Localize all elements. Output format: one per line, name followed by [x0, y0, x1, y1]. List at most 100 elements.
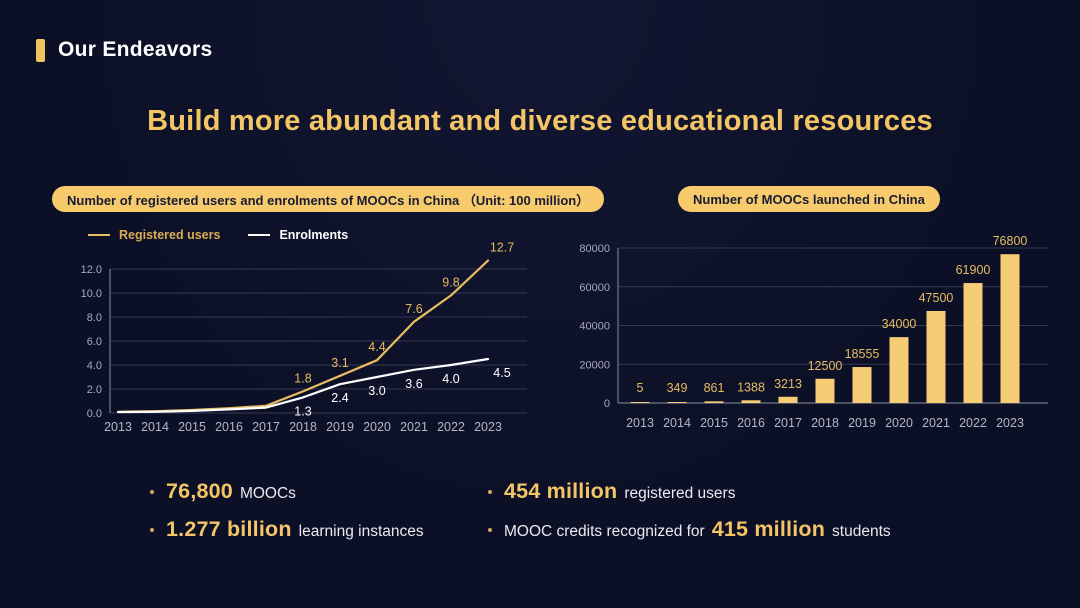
stat-value: 415 million [711, 517, 826, 541]
stat-mooc-credits: MOOC credits recognized for 415 million … [488, 517, 891, 542]
x-tick-label: 2014 [141, 420, 169, 434]
data-point-label: 2.4 [331, 391, 348, 405]
bar-value-label: 61900 [956, 263, 991, 277]
legend-label-enrolments: Enrolments [279, 228, 349, 242]
bar-value-label: 34000 [882, 317, 917, 331]
data-point-label: 3.1 [331, 356, 348, 370]
stat-registered-users: 454 million registered users [488, 479, 891, 504]
x-tick-label: 2019 [326, 420, 354, 434]
data-point-label: 9.8 [442, 275, 459, 289]
x-tick-label: 2018 [289, 420, 317, 434]
stat-prefix: MOOC credits recognized for [504, 523, 705, 540]
data-point-label: 3.0 [368, 384, 385, 398]
legend-item-registered-users: Registered users [88, 228, 220, 242]
bar [667, 402, 687, 403]
stat-value: 454 million [504, 479, 618, 503]
bar [778, 396, 798, 403]
bar-value-label: 12500 [808, 359, 843, 373]
data-point-label: 4.5 [493, 366, 510, 380]
left-chart-title-pill: Number of registered users and enrolment… [52, 186, 605, 212]
bar-value-label: 76800 [993, 234, 1028, 248]
y-tick-label: 20000 [579, 359, 610, 371]
data-point-label: 1.8 [294, 371, 311, 385]
x-tick-label: 2023 [474, 420, 502, 434]
bullet-icon [150, 527, 154, 532]
y-tick-label: 0 [604, 398, 610, 410]
y-tick-label: 2.0 [87, 384, 102, 396]
x-tick-label: 2017 [252, 420, 280, 434]
bar [741, 400, 761, 403]
x-tick-label: 2014 [663, 416, 691, 430]
x-tick-label: 2020 [363, 420, 391, 434]
bar-value-label: 1388 [737, 380, 765, 394]
data-point-label: 4.4 [368, 340, 385, 354]
data-point-label: 4.0 [442, 372, 459, 386]
stat-value: 76,800 [166, 479, 233, 503]
section-marker-bar [36, 38, 45, 62]
stat-learning-instances: 1.277 billion learning instances [150, 517, 488, 542]
x-tick-label: 2013 [104, 420, 132, 434]
y-tick-label: 6.0 [87, 336, 102, 348]
x-tick-label: 2016 [737, 416, 765, 430]
legend-item-enrolments: Enrolments [248, 228, 348, 242]
stat-suffix: students [832, 523, 891, 540]
bar [815, 378, 835, 403]
bar-value-label: 861 [704, 381, 725, 395]
x-tick-label: 2020 [885, 416, 913, 430]
key-stats: 76,800 MOOCs 454 million registered user… [150, 479, 891, 542]
bar [1000, 254, 1020, 403]
y-tick-label: 60000 [579, 282, 610, 294]
bullet-icon [488, 527, 492, 532]
y-tick-label: 10.0 [81, 288, 102, 300]
moocs-launched-bar-chart: 0 20000 40000 60000 80000 2013 2014 2015 2016 201… [579, 234, 1048, 430]
x-tick-label: 2017 [774, 416, 802, 430]
data-point-label: 12.7 [490, 241, 514, 255]
bar-value-label: 47500 [919, 291, 954, 305]
x-tick-label: 2023 [996, 416, 1024, 430]
stat-suffix: learning instances [298, 523, 424, 540]
right-chart-title-pill: Number of MOOCs launched in China [678, 186, 940, 212]
section-header: Our Endeavors [36, 38, 212, 62]
bar-value-label: 5 [637, 381, 644, 395]
data-point-label: 7.6 [405, 302, 422, 316]
stat-moocs: 76,800 MOOCs [150, 479, 488, 504]
y-tick-label: 80000 [579, 243, 610, 255]
enrolments-line-swatch [248, 233, 271, 237]
x-tick-label: 2019 [848, 416, 876, 430]
legend-label-registered-users: Registered users [119, 228, 221, 242]
bar-value-label: 3213 [774, 377, 802, 391]
stat-value: 1.277 billion [166, 517, 292, 541]
x-tick-label: 2015 [178, 420, 206, 434]
y-tick-label: 8.0 [87, 312, 102, 324]
bar [630, 402, 650, 403]
bar [852, 367, 872, 403]
series-line [116, 357, 490, 414]
y-tick-label: 12.0 [81, 264, 102, 276]
x-tick-label: 2013 [626, 416, 654, 430]
y-tick-label: 0.0 [87, 408, 102, 420]
stat-suffix: registered users [624, 485, 736, 502]
x-tick-label: 2022 [437, 420, 465, 434]
x-tick-label: 2022 [959, 416, 987, 430]
bar-value-label: 349 [667, 381, 688, 395]
registered-users-enrolments-line-chart: 0.0 2.0 4.0 6.0 8.0 10.0 12.0 2013 2014 2015 2016 2… [81, 241, 527, 434]
x-tick-label: 2015 [700, 416, 728, 430]
x-tick-label: 2018 [811, 416, 839, 430]
bullet-icon [150, 489, 154, 494]
data-point-label: 3.6 [405, 377, 422, 391]
data-point-label: 1.3 [294, 404, 311, 418]
section-label: Our Endeavors [58, 38, 213, 61]
page-title: Build more abundant and diverse educatio… [147, 105, 933, 137]
bullet-icon [488, 489, 492, 494]
bar [963, 283, 983, 403]
bar-value-label: 18555 [845, 347, 880, 361]
line-chart-legend: Registered users Enrolments [88, 228, 348, 242]
y-tick-label: 40000 [579, 321, 610, 333]
stat-suffix: MOOCs [239, 485, 296, 502]
bar [889, 337, 909, 403]
bar [704, 401, 724, 403]
y-tick-label: 4.0 [87, 360, 102, 372]
x-tick-label: 2021 [922, 416, 950, 430]
x-tick-label: 2016 [215, 420, 243, 434]
registered-users-line-swatch [88, 233, 110, 237]
